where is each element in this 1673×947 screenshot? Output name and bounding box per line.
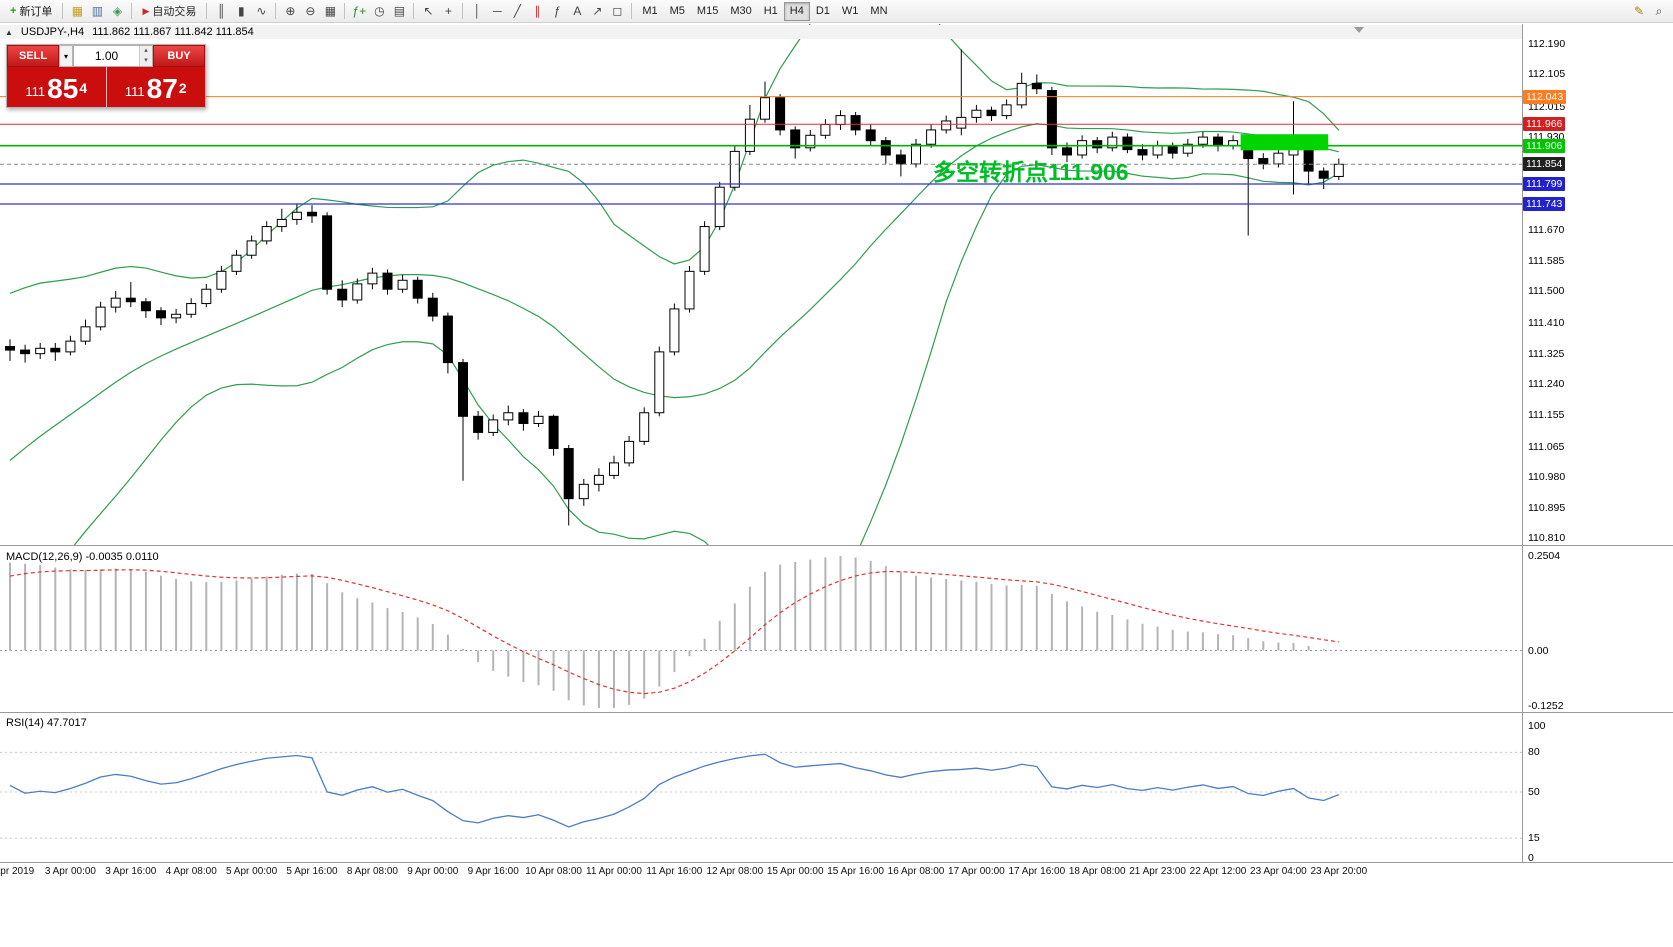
zoom-in-icon[interactable]: ⊕ <box>280 1 300 21</box>
market-watch-icon[interactable]: ▦ <box>67 1 87 21</box>
crosshair-icon[interactable]: + <box>438 1 458 21</box>
play-icon: ▶ <box>142 5 150 16</box>
window-marker-icon: ▲ <box>5 27 13 37</box>
macd-layer <box>0 556 1522 708</box>
zoom-out-icon[interactable]: ⊖ <box>300 1 320 21</box>
timeframe-button-w1[interactable]: W1 <box>836 2 865 21</box>
caret-down-icon: ▾ <box>63 51 68 61</box>
chart-shift-marker[interactable] <box>1354 27 1364 33</box>
macd-indicator-title: MACD(12,26,9) -0.0035 0.0110 <box>6 551 159 563</box>
timeframe-button-m15[interactable]: M15 <box>691 2 724 21</box>
pencil-icon[interactable]: ✎ <box>1629 1 1649 21</box>
sell-price[interactable]: 111 85 4 <box>25 73 88 104</box>
main-chart-layer <box>0 24 1522 545</box>
rsi-value: 47.7017 <box>46 717 87 729</box>
channel-icon[interactable]: ∥ <box>527 1 547 21</box>
timeframe-button-m5[interactable]: M5 <box>664 2 691 21</box>
cursor-icon[interactable]: ↖ <box>418 1 438 21</box>
timeframe-button-h1[interactable]: H1 <box>758 2 784 21</box>
volume-input[interactable] <box>74 46 139 66</box>
rsi-line <box>9 753 1340 828</box>
bollinger-upper-band <box>9 24 1340 294</box>
indicators-icon[interactable]: ƒ+ <box>349 1 369 21</box>
bollinger-middle-band <box>9 123 1339 461</box>
periods-icon[interactable]: ◷ <box>369 1 389 21</box>
toolbar-separator <box>131 3 133 19</box>
price-divider <box>105 67 107 107</box>
timeframe-button-d1[interactable]: D1 <box>810 2 836 21</box>
toolbar-separator <box>631 3 633 19</box>
vertical-line-icon[interactable]: │ <box>467 1 487 21</box>
candlestick-chart-icon[interactable]: ▮ <box>231 1 251 21</box>
timeframe-button-m30[interactable]: M30 <box>724 2 757 21</box>
sell-button[interactable]: SELL <box>7 45 59 67</box>
timeframe-button-h4[interactable]: H4 <box>783 1 810 21</box>
volume-up-button[interactable]: ▴ <box>140 46 152 56</box>
shapes-icon[interactable]: ◻ <box>607 1 627 21</box>
chart-title-bar: ▲ USDJPY-,H4 111.862 111.867 111.842 111… <box>0 25 1522 39</box>
timeframe-group: M1 M5 M15 M30 H1 H4 D1 W1 MN <box>636 1 893 21</box>
macd-values: -0.0035 0.0110 <box>85 551 159 563</box>
toolbar: + 新订单 ▦ ▥ ◈ ▶ 自动交易 ║ ▮ ∿ ⊕ ⊖ ▦ ƒ+ ◷ ▤ ↖ + │ ─ ╱ ∥ ƒ A ↗ ◻ M1… <box>0 0 1673 23</box>
rsi-indicator-title: RSI(14) 47.7017 <box>6 717 87 729</box>
buy-price[interactable]: 111 87 2 <box>124 73 187 104</box>
toolbar-separator <box>62 3 64 19</box>
toolbar-separator <box>344 3 346 19</box>
toolbar-separator <box>206 3 208 19</box>
tile-windows-icon[interactable]: ▦ <box>320 1 340 21</box>
volume-down-button[interactable]: ▾ <box>140 56 152 66</box>
chart-annotation: 多空转折点111.906 <box>933 159 1129 185</box>
toolbar-separator <box>413 3 415 19</box>
toolbar-separator <box>462 3 464 19</box>
order-options-caret[interactable]: ▾ <box>59 45 73 67</box>
timeframe-button-mn[interactable]: MN <box>864 2 893 21</box>
rsi-layer <box>0 751 1522 839</box>
auto-trading-button[interactable]: ▶ 自动交易 <box>136 1 202 21</box>
chart-ohlc-values: 111.862 111.867 111.842 111.854 <box>92 26 254 38</box>
data-window-icon[interactable]: ▥ <box>87 1 107 21</box>
timeframe-button-m1[interactable]: M1 <box>636 2 663 21</box>
buy-button[interactable]: BUY <box>153 45 205 67</box>
templates-icon[interactable]: ▤ <box>389 1 409 21</box>
macd-signal-line <box>9 569 1339 695</box>
text-icon[interactable]: A <box>567 1 587 21</box>
auto-trading-label: 自动交易 <box>152 6 197 18</box>
arrows-icon[interactable]: ↗ <box>587 1 607 21</box>
horizontal-line-icon[interactable]: ─ <box>487 1 507 21</box>
search-icon[interactable]: ⌕ <box>1649 1 1669 21</box>
chart-symbol-title: USDJPY-,H4 <box>20 26 85 38</box>
line-chart-icon[interactable]: ∿ <box>251 1 271 21</box>
new-order-button[interactable]: + 新订单 <box>4 1 58 21</box>
fibonacci-icon[interactable]: ƒ <box>547 1 567 21</box>
bollinger-lower-band <box>73 164 1340 545</box>
navigator-icon[interactable]: ◈ <box>107 1 127 21</box>
trendline-icon[interactable]: ╱ <box>507 1 527 21</box>
toolbar-separator <box>275 3 277 19</box>
new-order-label: 新订单 <box>19 6 53 18</box>
bar-chart-icon[interactable]: ║ <box>211 1 231 21</box>
highlight-rectangle <box>1240 134 1329 151</box>
plus-icon: + <box>10 5 17 17</box>
volume-field: ▴ ▾ <box>73 45 153 67</box>
